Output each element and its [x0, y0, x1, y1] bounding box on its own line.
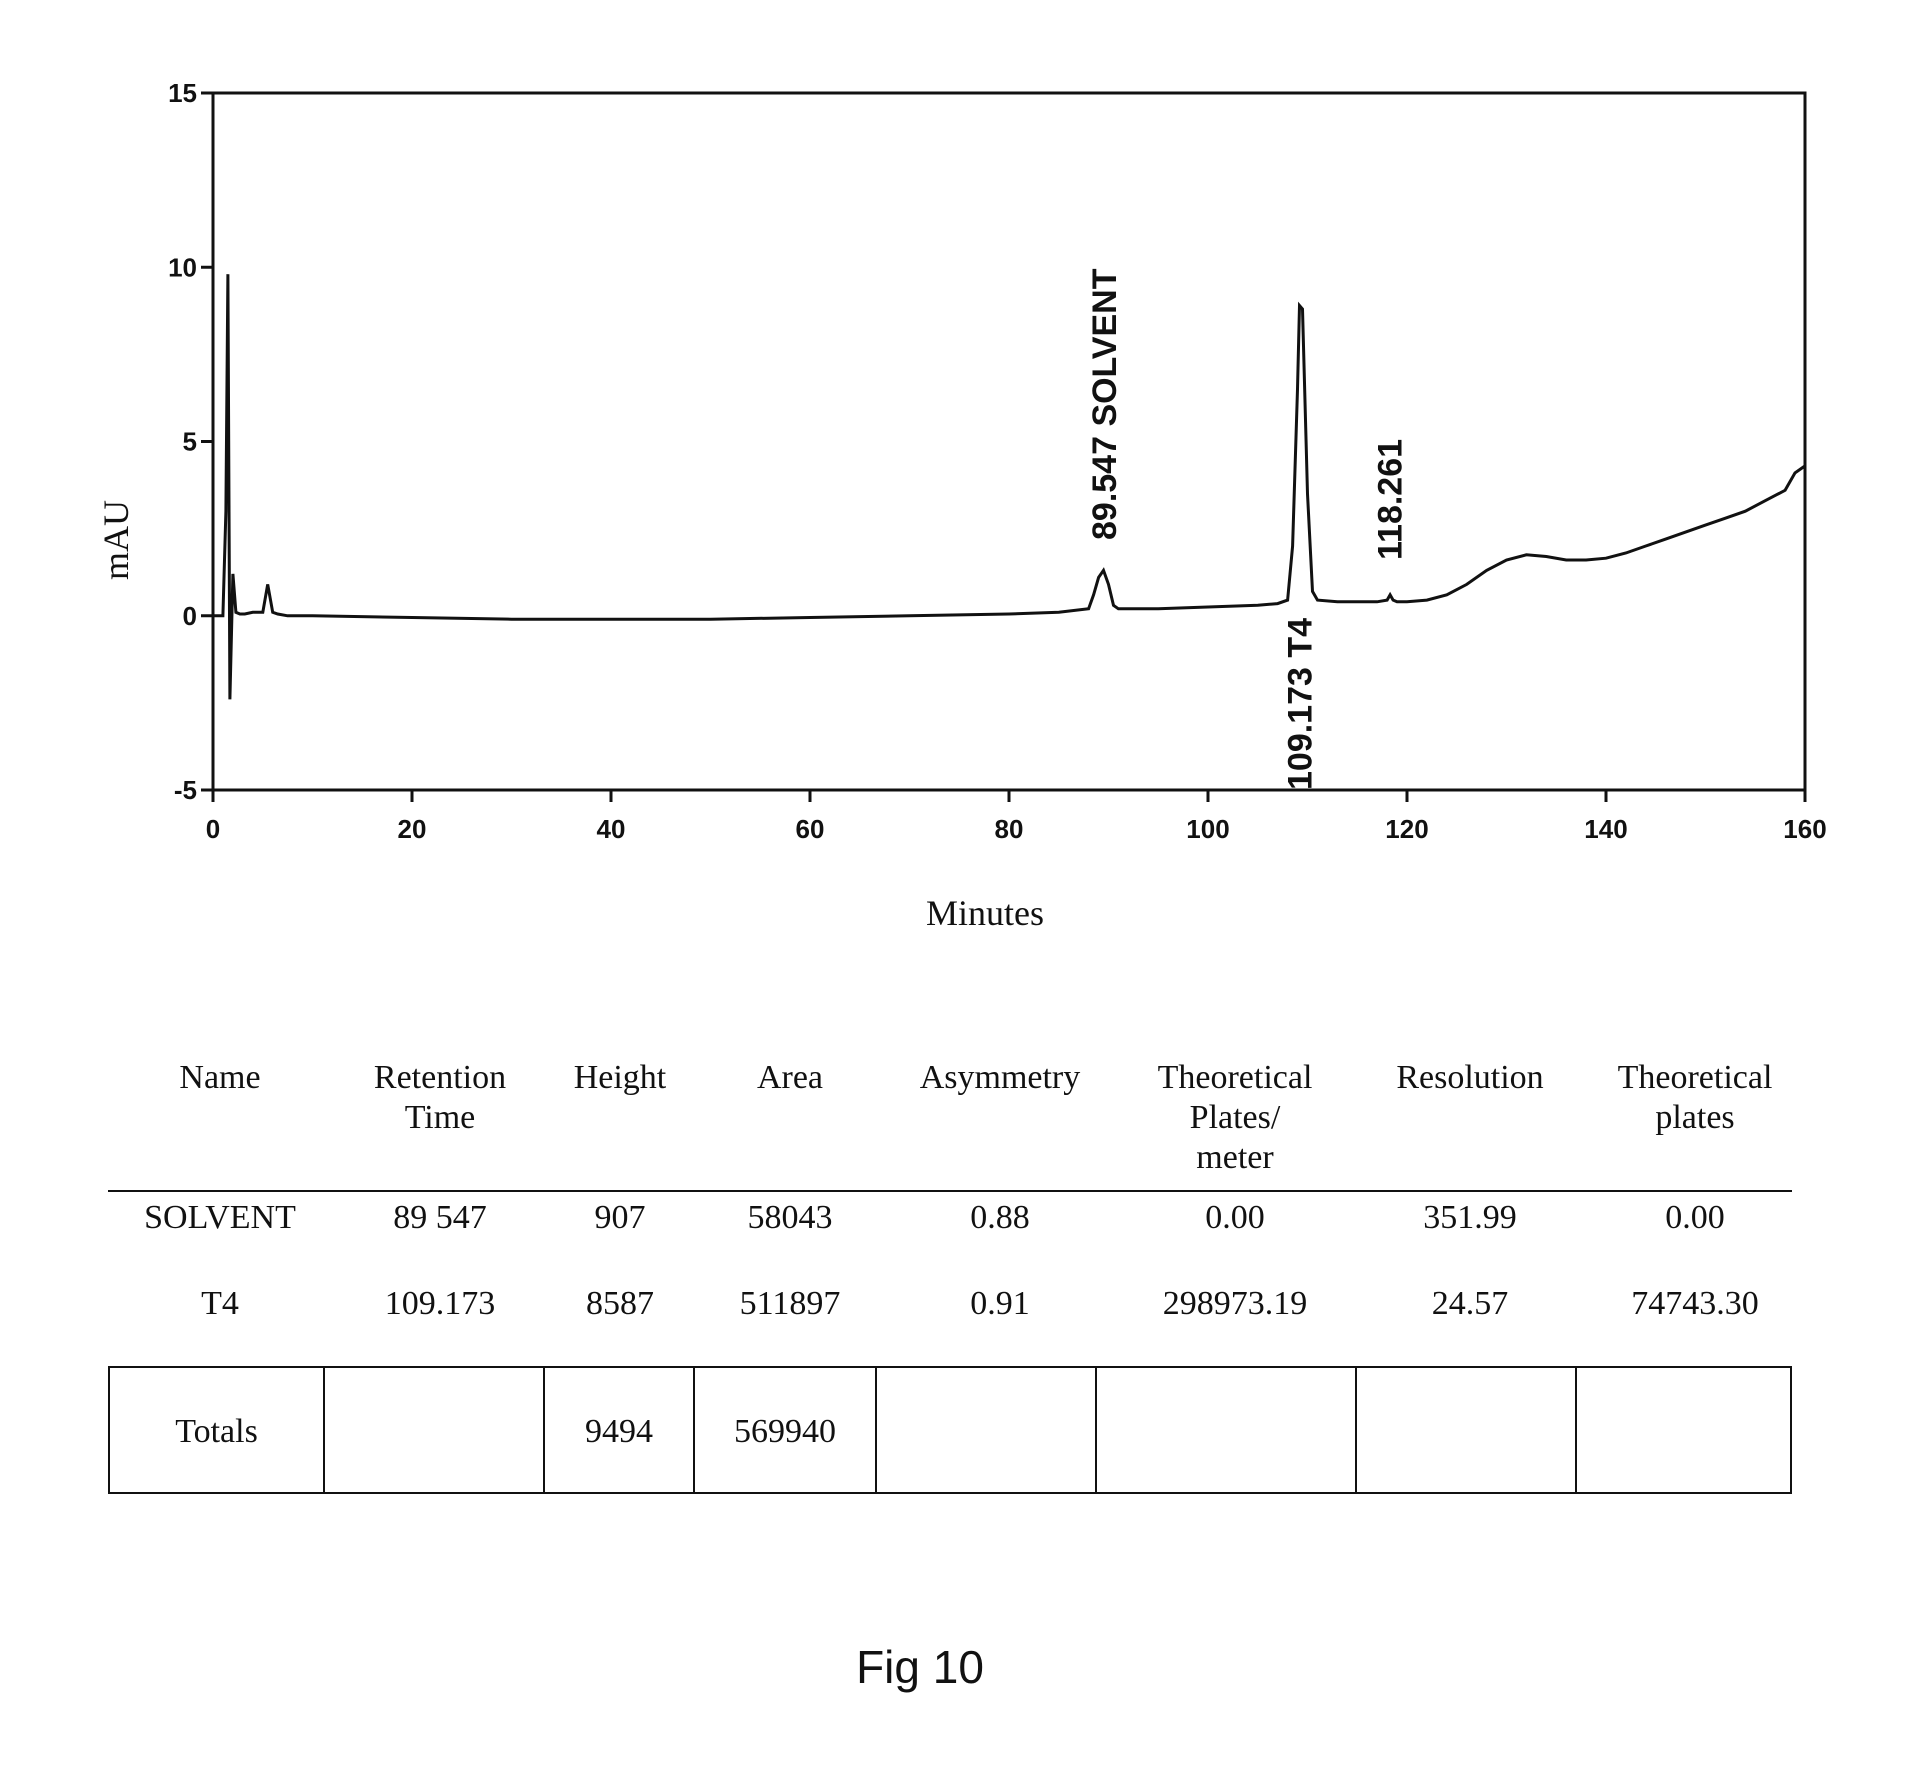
header-rule	[108, 1190, 1792, 1192]
header-line: Theoretical	[1617, 1059, 1773, 1096]
x-tick-label: 60	[796, 814, 825, 844]
totals-row	[108, 1366, 1792, 1494]
totals-divider	[1355, 1366, 1357, 1494]
y-tick-label: 5	[183, 427, 197, 457]
totals-divider	[1575, 1366, 1577, 1494]
table-cell: 0.00	[1205, 1199, 1265, 1236]
y-tick-label: -5	[174, 775, 197, 805]
y-tick-label: 15	[168, 78, 197, 108]
table-cell: 907	[594, 1199, 646, 1236]
table-cell: 298973.19	[1162, 1285, 1308, 1322]
header-retention-time: Retention Time	[340, 1058, 540, 1138]
x-tick-label: 140	[1584, 814, 1627, 844]
table-cell: 511897	[739, 1285, 841, 1322]
totals-divider	[543, 1366, 545, 1494]
figure-caption: Fig 10	[856, 1641, 984, 1693]
peak-label: 109.173 T4	[1281, 618, 1319, 790]
table-cell: 74743.30	[1631, 1285, 1759, 1322]
table-cell: 0.88	[970, 1199, 1030, 1236]
totals-divider	[1095, 1366, 1097, 1494]
x-axis-ticks: 0 20 40 60 80 100 120 140 160	[206, 790, 1827, 844]
header-line: Retention	[373, 1059, 507, 1096]
table-cell: 0.00	[1665, 1199, 1725, 1236]
x-tick-label: 0	[206, 814, 220, 844]
table-cell: T4	[201, 1285, 239, 1322]
header-resolution: Resolution	[1370, 1058, 1570, 1098]
totals-height: 9494	[585, 1413, 653, 1450]
table-cell: 24.57	[1431, 1285, 1509, 1322]
chromatogram-trace	[213, 274, 1806, 700]
header-theoretical-plates: Theoretical plates	[1580, 1058, 1810, 1138]
plot-frame	[211, 91, 1807, 792]
header-area: Area	[700, 1058, 880, 1098]
x-axis-title: Minutes	[926, 893, 1044, 933]
y-axis-title: mAU	[96, 500, 136, 580]
table-cell: 351.99	[1423, 1199, 1517, 1236]
totals-divider	[693, 1366, 695, 1494]
y-tick-label: 10	[168, 252, 197, 282]
table-cell: 109.173	[384, 1285, 496, 1322]
header-name: Name	[130, 1058, 310, 1098]
x-tick-label: 160	[1783, 814, 1826, 844]
header-line: Name	[179, 1059, 261, 1096]
header-line: Resolution	[1396, 1059, 1544, 1096]
header-line: Height	[573, 1059, 667, 1096]
header-line: Time	[404, 1099, 476, 1136]
header-height: Height	[540, 1058, 700, 1098]
x-tick-label: 80	[995, 814, 1024, 844]
header-line: Plates/	[1189, 1099, 1281, 1136]
x-tick-label: 20	[398, 814, 427, 844]
table-cell: 0.91	[970, 1285, 1030, 1322]
peak-label: 118.261	[1372, 439, 1410, 560]
x-tick-label: 40	[597, 814, 626, 844]
table-cell: 58043	[747, 1199, 833, 1236]
peak-labels: 89.547 SOLVENT 109.173 T4 118.261	[1086, 268, 1410, 790]
totals-area: 569940	[734, 1413, 836, 1450]
x-tick-label: 120	[1385, 814, 1428, 844]
table-cell: 8587	[586, 1285, 654, 1322]
header-theoretical-plates-meter: Theoretical Plates/meter	[1120, 1058, 1350, 1178]
header-line: meter	[1196, 1139, 1274, 1176]
peak-label: 89.547 SOLVENT	[1086, 268, 1124, 540]
header-line: Theoretical	[1157, 1059, 1313, 1096]
header-asymmetry: Asymmetry	[890, 1058, 1110, 1098]
table-cell: SOLVENT	[144, 1199, 296, 1236]
x-tick-label: 100	[1186, 814, 1229, 844]
totals-label: Totals	[175, 1413, 258, 1450]
chromatogram-chart: 15 10 5 0 -5 0 20 40 60 80 100 120 140 160 89.547 SO…	[96, 78, 1827, 933]
header-line: Area	[756, 1059, 824, 1096]
header-line: plates	[1655, 1099, 1735, 1136]
y-tick-label: 0	[183, 601, 197, 631]
totals-divider	[323, 1366, 325, 1494]
y-axis-ticks: 15 10 5 0 -5	[168, 78, 213, 805]
totals-divider	[875, 1366, 877, 1494]
table-cell: 89 547	[393, 1199, 487, 1236]
header-line: Asymmetry	[919, 1059, 1081, 1096]
